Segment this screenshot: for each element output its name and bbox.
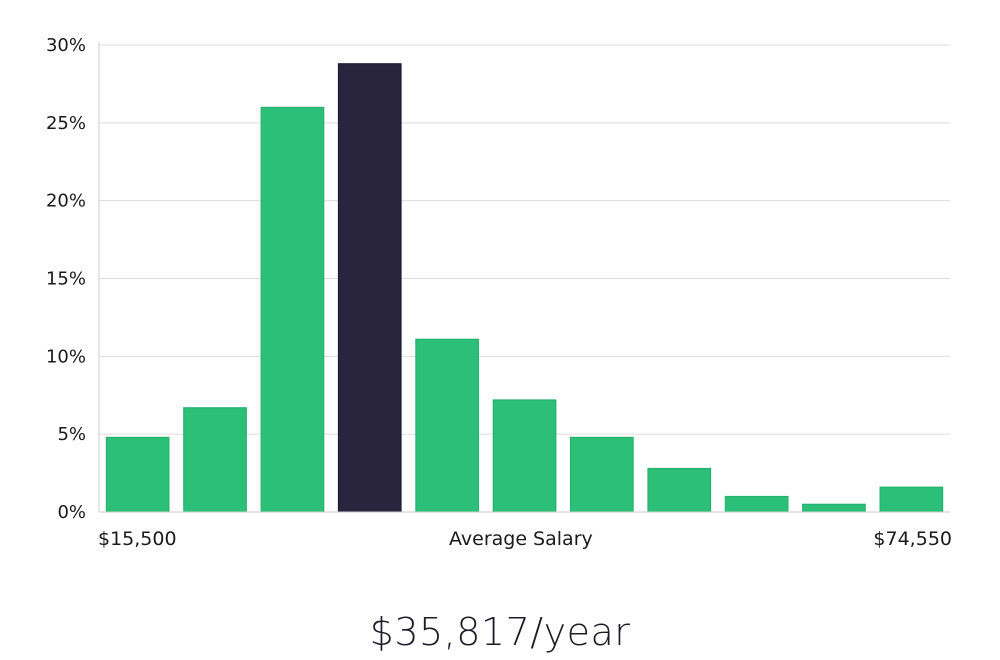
bar: [105, 436, 170, 513]
bar: [492, 399, 557, 513]
x-axis-max-label: $74,550: [873, 528, 952, 550]
bar: [724, 495, 789, 513]
bar: [647, 467, 712, 513]
y-tick-label: 0%: [57, 502, 86, 523]
bar-highlighted: [337, 63, 402, 513]
y-tick-label: 30%: [46, 35, 86, 56]
y-tick-label: 20%: [46, 191, 86, 212]
x-axis-title: Average Salary: [449, 528, 593, 550]
bar: [415, 338, 479, 513]
average-salary-value: $35,817/year: [369, 610, 631, 654]
salary-histogram: 0% 5% 10% 15% 20% 25% 30%: [46, 35, 950, 523]
bar: [802, 503, 866, 513]
y-tick-label: 25%: [46, 113, 86, 134]
bar: [183, 407, 247, 513]
bar: [260, 106, 325, 513]
y-tick-label: 10%: [46, 346, 86, 367]
y-tick-label: 15%: [46, 269, 86, 290]
bar: [570, 436, 634, 513]
x-axis-min-label: $15,500: [98, 528, 177, 550]
bar: [879, 486, 944, 513]
y-tick-label: 5%: [57, 424, 86, 445]
